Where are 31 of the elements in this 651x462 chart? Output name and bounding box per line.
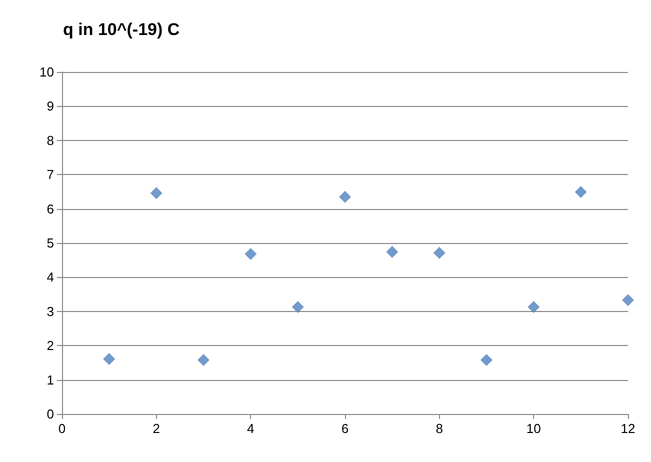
y-tick-label: 1 bbox=[46, 372, 54, 388]
y-tick-label: 9 bbox=[46, 98, 54, 114]
y-tick-label: 6 bbox=[46, 201, 54, 216]
x-tick-label: 2 bbox=[152, 421, 160, 436]
point bbox=[198, 354, 210, 366]
x-tick-label: 12 bbox=[620, 421, 636, 436]
point bbox=[244, 248, 257, 260]
x-tick-label: 6 bbox=[341, 421, 349, 436]
y-tick-label: 10 bbox=[40, 64, 54, 80]
point bbox=[433, 246, 446, 259]
x-tick-label: 10 bbox=[526, 421, 541, 436]
y-tick-label: 8 bbox=[46, 132, 54, 148]
point bbox=[574, 186, 587, 198]
point bbox=[292, 300, 304, 313]
point bbox=[480, 354, 492, 366]
point bbox=[150, 187, 162, 200]
point bbox=[528, 300, 540, 313]
point bbox=[339, 190, 351, 203]
y-tick-label: 2 bbox=[46, 338, 54, 354]
x-tick-label: 0 bbox=[58, 421, 66, 436]
point bbox=[622, 294, 634, 306]
point bbox=[386, 246, 398, 258]
chart-title: q in 10^(-19) C bbox=[63, 20, 180, 39]
y-tick-label: 5 bbox=[46, 236, 54, 250]
x-tick-label: 4 bbox=[247, 421, 254, 436]
x-tick-label: 8 bbox=[436, 421, 443, 436]
y-tick-label: 7 bbox=[46, 167, 54, 182]
y-tick-label: 0 bbox=[46, 406, 54, 422]
point bbox=[103, 352, 116, 365]
y-tick-label: 3 bbox=[46, 304, 54, 319]
y-tick-label: 4 bbox=[46, 270, 54, 285]
